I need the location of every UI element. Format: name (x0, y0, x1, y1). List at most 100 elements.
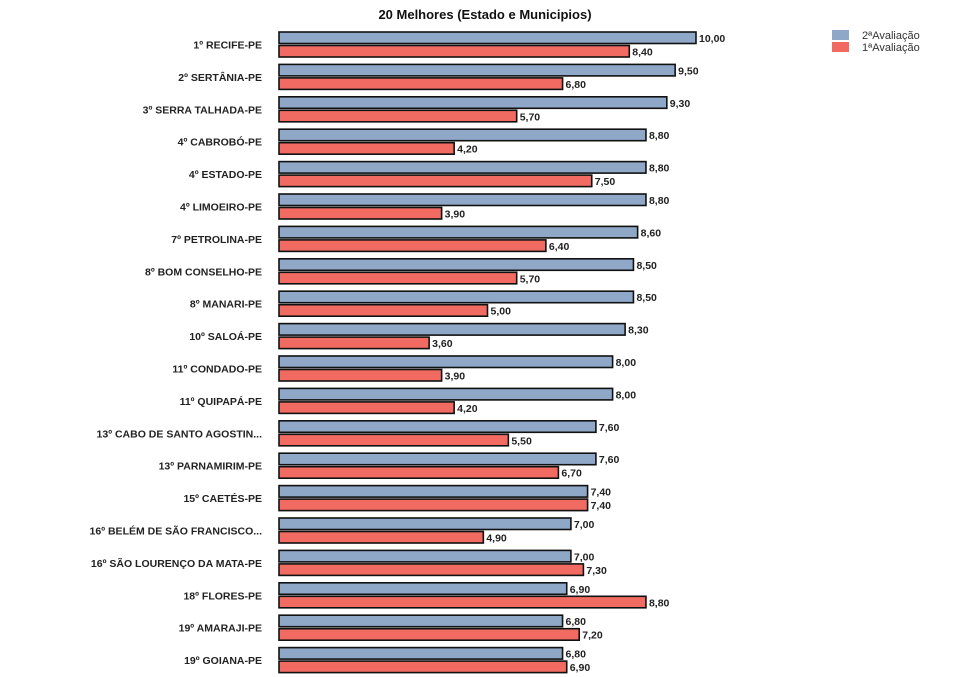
bar-2a-avaliacao (278, 160, 647, 174)
bar-2a-avaliacao (278, 63, 676, 77)
category-label: 19º AMARAJI-PE (179, 623, 262, 635)
category-label: 2º SERTÂNIA-PE (178, 71, 262, 84)
bar-2a-avaliacao (278, 322, 626, 336)
bar-2a-avaliacao (278, 614, 564, 628)
bar-2a-avaliacao (278, 96, 668, 110)
bars-group: 1º RECIFE-PE 10,00 8,40 2º SERTÂNIA-PE 9,50 6… (90, 31, 725, 674)
bar-2a-avaliacao (278, 549, 572, 563)
value-label: 3,90 (445, 209, 466, 221)
category-label: 4º LIMOEIRO-PE (180, 202, 262, 214)
bar-1a-avaliacao (278, 109, 518, 123)
value-label: 7,00 (574, 551, 595, 563)
legend-label: 1ªAvaliação (862, 42, 920, 54)
value-label: 4,20 (457, 144, 478, 156)
value-label: 3,90 (445, 371, 466, 383)
value-label: 9,50 (678, 65, 699, 77)
value-label: 8,80 (649, 597, 670, 609)
value-label: 8,80 (649, 130, 670, 142)
chart-title: 20 Melhores (Estado e Municipios) (378, 7, 591, 22)
legend-swatch (832, 30, 849, 40)
value-label: 7,60 (599, 454, 620, 466)
category-label: 1º RECIFE-PE (193, 40, 262, 52)
bar-1a-avaliacao (278, 368, 443, 382)
value-label: 6,90 (570, 584, 591, 596)
bar-1a-avaliacao (278, 498, 589, 512)
value-label: 7,60 (599, 422, 620, 434)
bar-1a-avaliacao (278, 303, 489, 318)
bar-1a-avaliacao (278, 174, 593, 188)
bar-1a-avaliacao (278, 465, 560, 480)
value-label: 8,30 (628, 325, 649, 337)
bar-2a-avaliacao (278, 290, 635, 304)
category-label: 13º CABO DE SANTO AGOSTIN... (97, 428, 263, 440)
bar-2a-avaliacao (278, 128, 647, 142)
bar-1a-avaliacao (278, 44, 631, 58)
category-label: 18º FLORES-PE (183, 590, 262, 602)
category-label: 10º SALOÁ-PE (189, 330, 262, 343)
value-label: 5,00 (491, 306, 512, 318)
value-label: 4,90 (486, 533, 507, 545)
value-label: 7,40 (591, 500, 612, 512)
value-label: 4,20 (457, 403, 478, 415)
value-label: 10,00 (699, 33, 725, 45)
bar-2a-avaliacao (278, 225, 639, 239)
bar-1a-avaliacao (278, 660, 568, 674)
value-label: 8,80 (649, 163, 670, 175)
bar-2a-avaliacao (278, 581, 568, 596)
category-label: 3º SERRA TALHADA-PE (143, 104, 262, 116)
value-label: 6,40 (549, 241, 570, 253)
bar-1a-avaliacao (278, 336, 430, 350)
bar-2a-avaliacao (278, 193, 647, 207)
value-label: 8,00 (616, 357, 637, 369)
value-label: 7,50 (595, 176, 616, 188)
value-label: 3,60 (432, 338, 453, 350)
value-label: 8,60 (641, 227, 662, 239)
category-label: 4º CABROBÓ-PE (178, 136, 262, 149)
value-label: 7,20 (582, 630, 603, 642)
bar-1a-avaliacao (278, 271, 518, 285)
bar-2a-avaliacao (278, 31, 697, 45)
category-label: 16º BELÉM DE SÃO FRANCISCO... (90, 525, 263, 538)
value-label: 6,80 (566, 649, 587, 661)
bar-2a-avaliacao (278, 257, 635, 272)
bar-2a-avaliacao (278, 484, 589, 498)
legend-swatch (832, 42, 849, 52)
value-label: 5,70 (520, 111, 541, 123)
bar-1a-avaliacao (278, 595, 647, 609)
value-label: 8,80 (649, 195, 670, 207)
value-label: 7,30 (586, 565, 607, 577)
bar-2a-avaliacao (278, 517, 572, 531)
value-label: 8,50 (636, 260, 657, 272)
bar-2a-avaliacao (278, 646, 564, 660)
category-label: 11º CONDADO-PE (172, 364, 262, 376)
value-label: 5,50 (511, 435, 532, 447)
bar-1a-avaliacao (278, 563, 585, 577)
bar-1a-avaliacao (278, 627, 581, 642)
category-label: 7º PETROLINA-PE (171, 234, 262, 246)
value-label: 6,80 (566, 616, 587, 628)
category-label: 16º SÃO LOURENÇO DA MATA-PE (91, 557, 262, 570)
bar-2a-avaliacao (278, 387, 614, 401)
bar-1a-avaliacao (278, 206, 443, 220)
value-label: 7,00 (574, 519, 595, 531)
bar-2a-avaliacao (278, 419, 597, 434)
value-label: 5,70 (520, 273, 541, 285)
bar-2a-avaliacao (278, 355, 614, 369)
value-label: 6,90 (570, 662, 591, 674)
bar-1a-avaliacao (278, 239, 547, 253)
bar-1a-avaliacao (278, 433, 510, 447)
category-label: 8º MANARI-PE (190, 299, 262, 311)
category-label: 8º BOM CONSELHO-PE (145, 266, 262, 278)
value-label: 7,40 (591, 487, 612, 499)
value-label: 8,40 (632, 47, 653, 59)
bar-1a-avaliacao (278, 141, 455, 155)
value-label: 8,00 (616, 389, 637, 401)
legend-label: 2ªAvaliação (862, 30, 920, 42)
bar-1a-avaliacao (278, 401, 455, 415)
bar-2a-avaliacao (278, 452, 597, 466)
category-label: 19º GOIANA-PE (184, 655, 262, 667)
category-label: 4º ESTADO-PE (189, 169, 262, 181)
bar-1a-avaliacao (278, 530, 485, 544)
